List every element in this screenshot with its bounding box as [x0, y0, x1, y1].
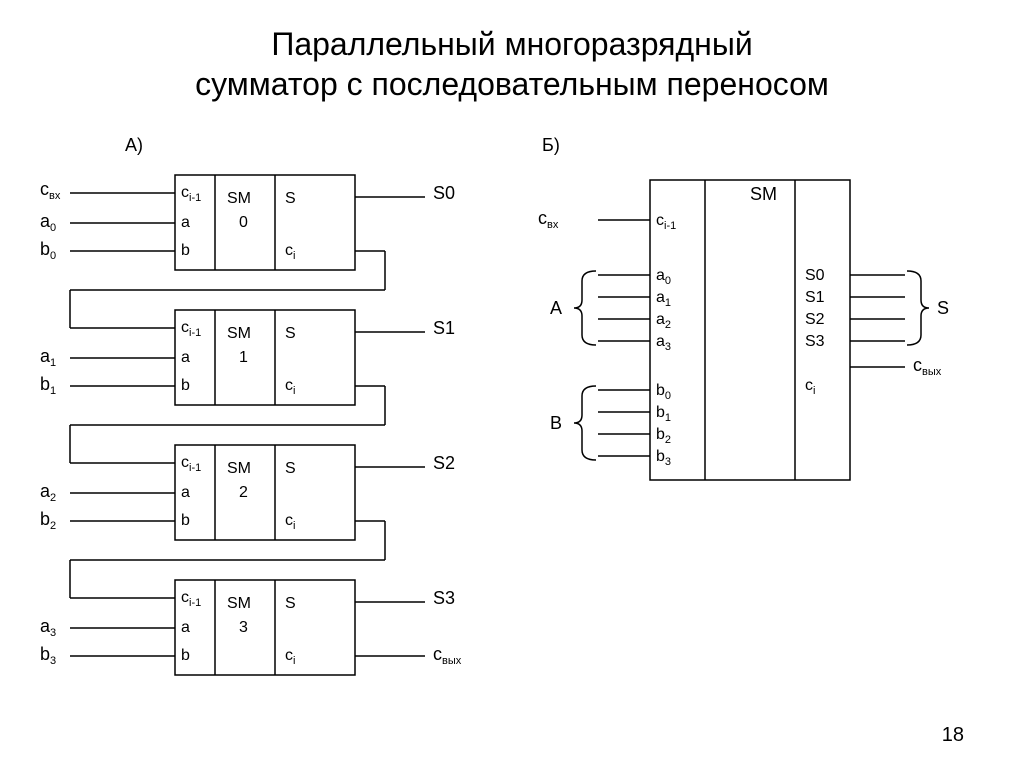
svg-text:S0: S0 [805, 267, 825, 284]
title-line2: сумматор с последовательным переносом [195, 66, 829, 102]
svg-text:b: b [181, 377, 190, 394]
title-line1: Параллельный многоразрядный [271, 26, 752, 62]
svg-text:a0: a0 [656, 267, 671, 287]
svg-text:S1: S1 [433, 318, 455, 338]
svg-text:b0: b0 [40, 239, 56, 262]
svg-text:SM: SM [227, 595, 251, 612]
svg-text:b1: b1 [656, 404, 671, 424]
svg-text:2: 2 [239, 484, 248, 501]
svg-text:ci-1: ci-1 [181, 454, 201, 474]
svg-text:3: 3 [239, 619, 248, 636]
svg-text:S: S [285, 595, 296, 612]
svg-text:S: S [285, 190, 296, 207]
svg-text:cвых: cвых [433, 644, 462, 667]
svg-text:B: B [550, 413, 562, 433]
panel-b-label: Б) [542, 135, 560, 156]
svg-text:b2: b2 [656, 426, 671, 446]
svg-text:a0: a0 [40, 211, 56, 234]
svg-text:ci: ci [285, 377, 295, 397]
svg-text:cвх: cвх [538, 208, 559, 231]
svg-text:a: a [181, 214, 190, 231]
svg-text:a2: a2 [656, 311, 671, 331]
svg-text:S2: S2 [433, 453, 455, 473]
panel-a-label: А) [125, 135, 143, 156]
svg-text:S3: S3 [805, 333, 825, 350]
svg-text:SM: SM [750, 184, 777, 204]
svg-text:ci: ci [285, 647, 295, 667]
svg-text:S3: S3 [433, 588, 455, 608]
svg-text:SM: SM [227, 460, 251, 477]
svg-text:b: b [181, 647, 190, 664]
page-number: 18 [942, 724, 964, 747]
svg-text:S1: S1 [805, 289, 825, 306]
svg-text:ci: ci [285, 242, 295, 262]
svg-text:0: 0 [239, 214, 248, 231]
svg-text:ci-1: ci-1 [181, 589, 201, 609]
svg-text:a3: a3 [40, 616, 56, 639]
svg-text:ci-1: ci-1 [656, 212, 676, 232]
svg-text:b0: b0 [656, 382, 671, 402]
page-title: Параллельный многоразрядный сумматор с п… [0, 24, 1024, 104]
svg-text:1: 1 [239, 349, 248, 366]
svg-text:ci: ci [285, 512, 295, 532]
svg-text:a3: a3 [656, 333, 671, 353]
svg-text:a: a [181, 619, 190, 636]
page: Параллельный многоразрядный сумматор с п… [0, 0, 1024, 767]
svg-text:cвх: cвх [40, 179, 61, 202]
svg-text:S2: S2 [805, 311, 825, 328]
svg-text:a1: a1 [656, 289, 671, 309]
panel-b-svg: SM ci-1 cвх a0a1a2a3 b0b1b2b3 A B S0 S1 S2 S3 Sci cв… [530, 160, 1000, 530]
svg-text:ci-1: ci-1 [181, 319, 201, 339]
svg-text:S0: S0 [433, 183, 455, 203]
svg-text:S: S [937, 298, 949, 318]
svg-text:a: a [181, 349, 190, 366]
svg-text:b: b [181, 242, 190, 259]
panel-a-svg: ci-1abSM0Scicвхa0b0S0ci-1abSM1Scia1b1S1c… [40, 155, 520, 765]
svg-text:b: b [181, 512, 190, 529]
svg-text:b3: b3 [40, 644, 56, 667]
svg-text:a1: a1 [40, 346, 56, 369]
svg-text:SM: SM [227, 325, 251, 342]
svg-text:cвых: cвых [913, 355, 942, 378]
svg-text:b3: b3 [656, 448, 671, 468]
svg-text:S: S [285, 460, 296, 477]
svg-text:b2: b2 [40, 509, 56, 532]
svg-text:S: S [285, 325, 296, 342]
svg-text:SM: SM [227, 190, 251, 207]
svg-text:b1: b1 [40, 374, 56, 397]
svg-text:a: a [181, 484, 190, 501]
svg-text:ci-1: ci-1 [181, 184, 201, 204]
svg-text:a2: a2 [40, 481, 56, 504]
svg-text:A: A [550, 298, 562, 318]
svg-text:ci: ci [805, 377, 815, 397]
